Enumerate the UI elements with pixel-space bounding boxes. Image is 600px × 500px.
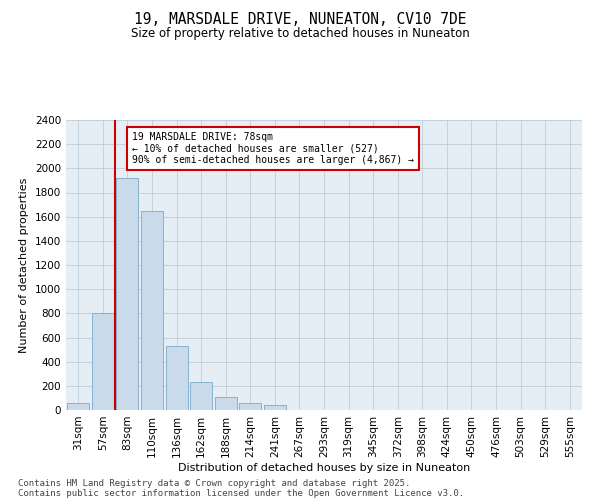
Bar — [215, 396, 237, 410]
Bar — [92, 314, 114, 410]
Bar — [264, 405, 286, 410]
Bar — [141, 210, 163, 410]
Bar — [190, 382, 212, 410]
Bar — [116, 178, 139, 410]
X-axis label: Distribution of detached houses by size in Nuneaton: Distribution of detached houses by size … — [178, 462, 470, 472]
Text: Contains public sector information licensed under the Open Government Licence v3: Contains public sector information licen… — [18, 488, 464, 498]
Y-axis label: Number of detached properties: Number of detached properties — [19, 178, 29, 352]
Text: 19 MARSDALE DRIVE: 78sqm
← 10% of detached houses are smaller (527)
90% of semi-: 19 MARSDALE DRIVE: 78sqm ← 10% of detach… — [133, 132, 415, 166]
Bar — [67, 403, 89, 410]
Bar — [239, 403, 262, 410]
Text: Size of property relative to detached houses in Nuneaton: Size of property relative to detached ho… — [131, 28, 469, 40]
Bar — [166, 346, 188, 410]
Text: Contains HM Land Registry data © Crown copyright and database right 2025.: Contains HM Land Registry data © Crown c… — [18, 478, 410, 488]
Text: 19, MARSDALE DRIVE, NUNEATON, CV10 7DE: 19, MARSDALE DRIVE, NUNEATON, CV10 7DE — [134, 12, 466, 28]
